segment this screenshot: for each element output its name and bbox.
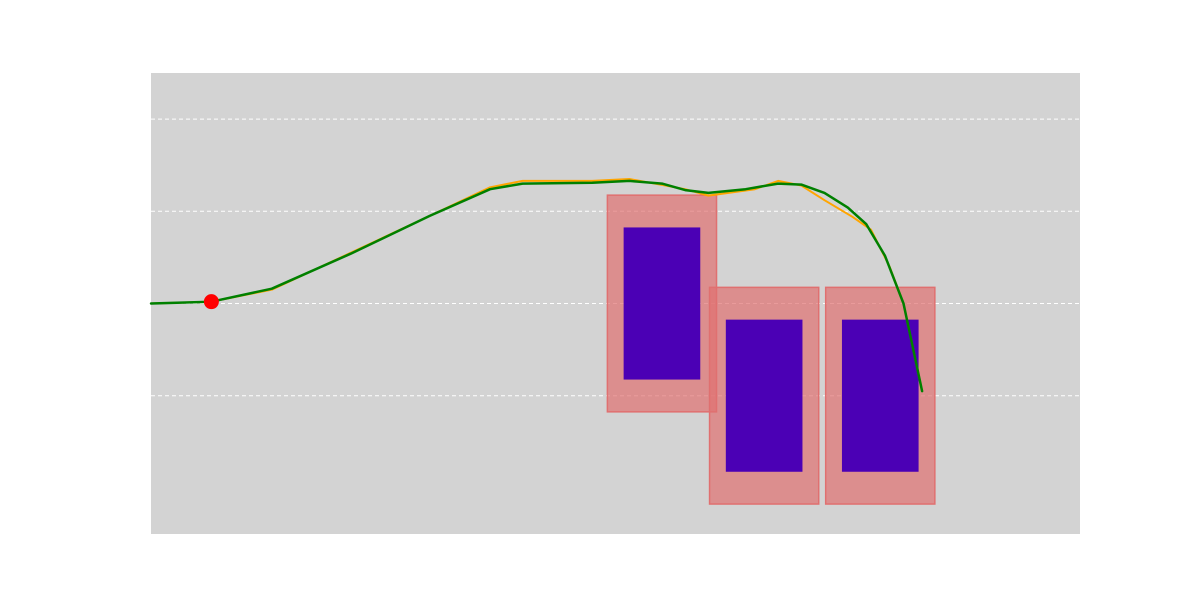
paths — [149, 178, 924, 393]
markers — [203, 294, 219, 310]
start-point-marker — [203, 294, 219, 310]
obstacle — [623, 227, 701, 380]
obstacle — [725, 319, 803, 472]
smoothed-path-line — [149, 179, 924, 393]
obstacle — [841, 319, 919, 472]
obstacles — [606, 194, 936, 505]
